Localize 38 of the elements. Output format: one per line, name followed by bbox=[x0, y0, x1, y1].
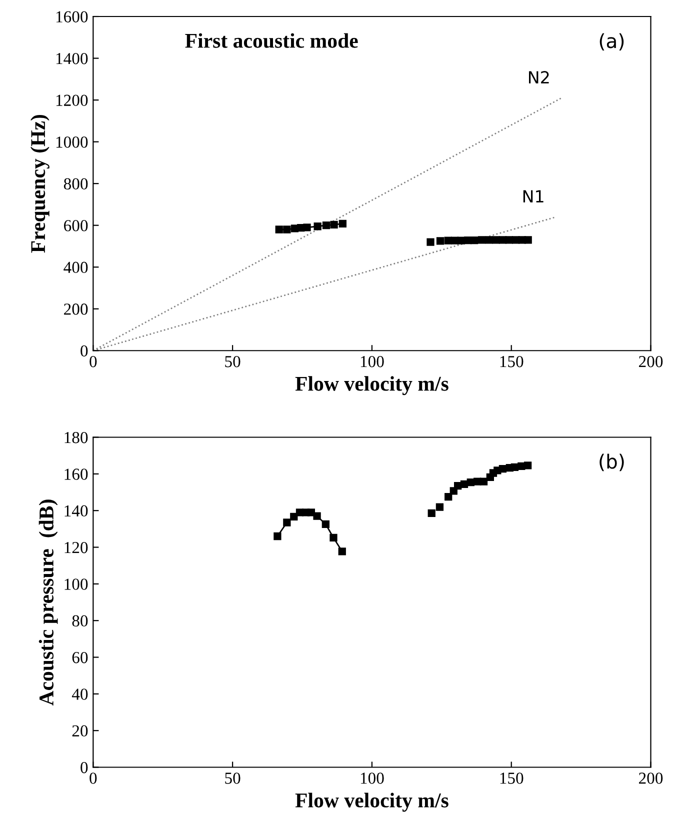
y-axis-title: Acoustic pressure (dB) bbox=[38, 500, 58, 706]
y-tick-label: 0 bbox=[80, 345, 88, 357]
x-tick-label: 200 bbox=[638, 356, 663, 368]
x-tick-label: 100 bbox=[360, 356, 384, 368]
y-tick-label: 1000 bbox=[56, 136, 88, 148]
series-label: N1 bbox=[523, 190, 544, 202]
y-tick-label: 800 bbox=[64, 178, 88, 190]
y-tick-label: 1200 bbox=[56, 94, 88, 106]
x-tick-label: 150 bbox=[500, 772, 524, 784]
x-tick-label: 0 bbox=[90, 772, 97, 784]
annotation: (a) bbox=[600, 33, 624, 51]
series-label: N2 bbox=[528, 70, 549, 84]
y-tick-label: 80 bbox=[72, 615, 88, 627]
y-tick-label: 0 bbox=[80, 762, 88, 774]
x-tick-label: 50 bbox=[225, 356, 240, 368]
x-tick-label: 100 bbox=[360, 772, 384, 784]
y-tick-label: 20 bbox=[72, 725, 88, 737]
x-axis-title: Flow velocity m/s bbox=[295, 376, 448, 396]
x-tick-label: 50 bbox=[225, 772, 240, 784]
y-tick-label: 400 bbox=[64, 262, 88, 274]
y-tick-label: 1600 bbox=[56, 11, 88, 22]
y-tick-label: 140 bbox=[64, 505, 88, 517]
x-axis-title: Flow velocity m/s bbox=[295, 792, 448, 812]
y-tick-label: 180 bbox=[64, 432, 88, 444]
y-tick-label: 60 bbox=[72, 652, 88, 664]
y-tick-label: 600 bbox=[64, 220, 88, 232]
x-tick-label: 200 bbox=[638, 772, 663, 784]
text: First acoustic mode bbox=[185, 33, 358, 48]
annotation: (b) bbox=[600, 454, 624, 472]
y-axis-title: Frequency (Hz) bbox=[30, 114, 50, 253]
x-tick-label: 150 bbox=[500, 356, 524, 368]
y-tick-label: 40 bbox=[72, 688, 88, 700]
y-tick-label: 160 bbox=[64, 468, 88, 480]
y-tick-label: 200 bbox=[64, 304, 88, 315]
y-tick-label: 120 bbox=[64, 542, 88, 554]
y-tick-label: 100 bbox=[64, 578, 88, 590]
x-tick-label: 0 bbox=[90, 356, 97, 368]
y-tick-label: 1400 bbox=[56, 52, 88, 64]
